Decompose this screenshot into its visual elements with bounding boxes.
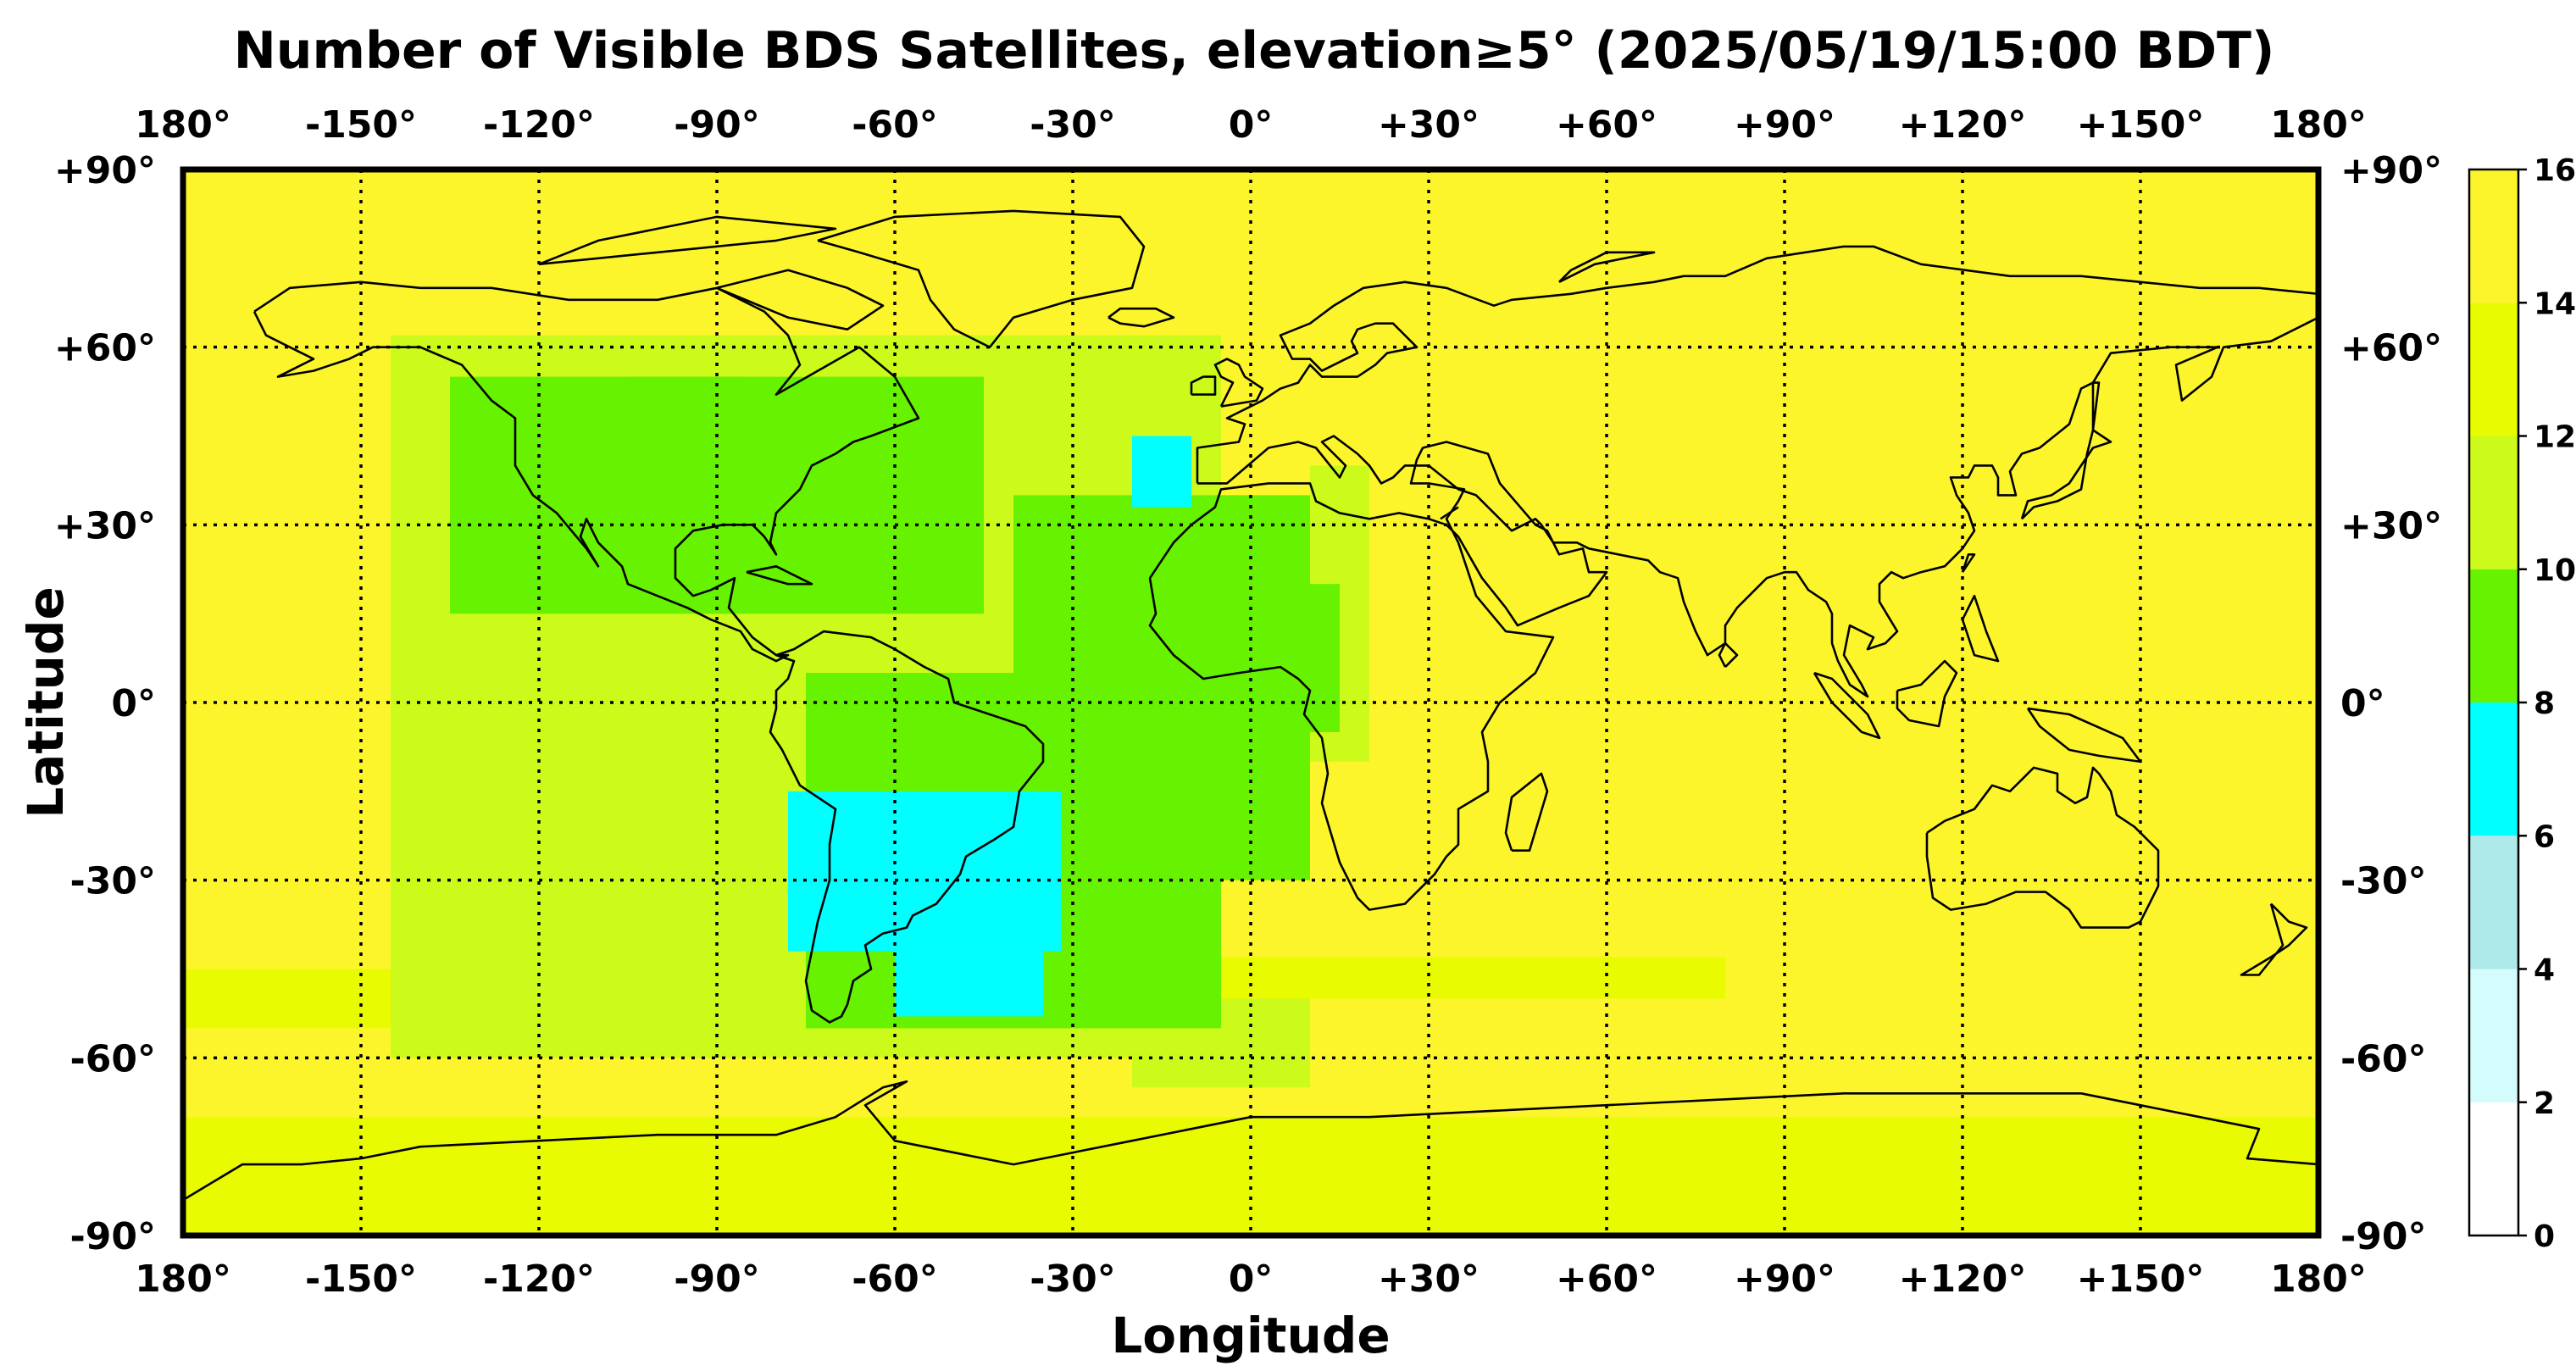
x-tick-labels-top: 180° -150° -120° -90° -60° -30° 0° +30° +60° +90°… [135, 103, 2367, 147]
coastline-south-america [769, 630, 1045, 1024]
colorbar-tick-label: 4 [2534, 953, 2555, 988]
x-tick-label-bottom: -120° [483, 1258, 595, 1301]
x-tick-label-bottom: -30° [1030, 1258, 1116, 1301]
heatmap-region-13 [1132, 436, 1191, 508]
colorbar-tick-label: 10 [2534, 553, 2576, 588]
y-tick-label-left: +90° [54, 149, 156, 192]
y-tick-label-right: 0° [2340, 682, 2385, 725]
x-tick-label-bottom: -60° [852, 1258, 938, 1301]
coastline-philippines [1961, 594, 2000, 663]
x-tick-label-top: +150° [2077, 103, 2205, 147]
x-tick-label-bottom: +60° [1556, 1258, 1657, 1301]
x-tick-label-top: +30° [1378, 103, 1480, 147]
chart-title: Number of Visible BDS Satellites, elevat… [234, 21, 2275, 81]
coastline-uk [1213, 358, 1264, 408]
coastline-arabia-link [1440, 506, 1459, 520]
colorbar-bin-7 [2469, 169, 2518, 303]
coastline-madagascar [1504, 772, 1549, 852]
x-tick-label-top: -120° [483, 103, 595, 147]
y-tick-label-left: 0° [111, 682, 156, 725]
colorbar-bin-3 [2469, 702, 2518, 836]
x-tick-label-top: +90° [1734, 103, 1835, 147]
heatmap-region-5 [1162, 957, 1725, 999]
x-tick-label-bottom: 180° [2270, 1258, 2367, 1301]
coastline-eurasia [1196, 245, 2318, 698]
y-tick-label-left: -60° [70, 1037, 157, 1080]
coastline-ireland [1190, 375, 1217, 396]
coastline-taiwan [1961, 553, 1976, 573]
coastline-novaya-zemlya [1558, 251, 1656, 283]
x-tick-label-bottom: +30° [1378, 1258, 1480, 1301]
heatmap-region-12 [895, 951, 1043, 1017]
coastline-japan [2020, 429, 2112, 520]
colorbar-bin-1 [2469, 969, 2518, 1102]
x-tick-label-bottom: -90° [674, 1258, 760, 1301]
y-tick-label-right: +90° [2340, 149, 2442, 192]
colorbar-tick-label: 6 [2534, 819, 2555, 854]
colorbar-tick-label: 16 [2534, 153, 2576, 188]
colorbar: 0 2 4 6 8 10 12 14 16 [2468, 153, 2576, 1254]
y-tick-label-right: -60° [2340, 1037, 2427, 1080]
x-tick-label-top: 180° [2270, 103, 2367, 147]
x-tick-label-bottom: -150° [305, 1258, 417, 1301]
x-tick-label-bottom: +90° [1734, 1258, 1835, 1301]
y-tick-label-right: -90° [2340, 1215, 2427, 1258]
y-tick-label-left: -90° [70, 1215, 157, 1258]
colorbar-bin-4 [2469, 569, 2518, 702]
colorbar-tick-label: 0 [2534, 1219, 2555, 1254]
coastline-australia [1925, 766, 2160, 929]
coastline-north-america [253, 280, 920, 663]
y-tick-label-left: +30° [54, 504, 156, 547]
y-axis-label: Latitude [17, 586, 75, 819]
x-tick-label-top: -30° [1030, 103, 1116, 147]
colorbar-bin-5 [2469, 436, 2518, 569]
coastline-arctic-islands [538, 215, 837, 266]
y-tick-labels-left: +90° +60° +30° 0° -30° -60° -90° [54, 149, 156, 1258]
coastline-africa-eurasia [1148, 441, 1608, 911]
coastline-sakhalin [2091, 381, 2101, 430]
y-tick-label-right: +30° [2340, 504, 2442, 547]
y-tick-label-left: -30° [70, 860, 157, 903]
x-tick-label-top: -90° [674, 103, 760, 147]
colorbar-tick-label: 2 [2534, 1086, 2555, 1121]
colorbar-bin-2 [2469, 836, 2518, 969]
y-tick-labels-right: +90° +60° +30° 0° -30° -60° -90° [2340, 149, 2442, 1258]
colorbar-tick-label: 12 [2534, 420, 2576, 455]
x-tick-label-bottom: +150° [2077, 1258, 2205, 1301]
colorbar-bin-0 [2469, 1102, 2518, 1236]
coastline-new-guinea [2026, 707, 2142, 764]
colorbar-bin-6 [2469, 303, 2518, 436]
x-tick-label-top: -150° [305, 103, 417, 147]
coastline-borneo [1896, 659, 1958, 728]
y-tick-label-right: -30° [2340, 860, 2427, 903]
x-tick-label-bottom: 0° [1229, 1258, 1274, 1301]
map-frame [180, 166, 2322, 1239]
coastline-baffin [716, 269, 885, 331]
coastline-cuba [746, 564, 813, 586]
x-tick-label-bottom: +120° [1899, 1258, 2027, 1301]
coastline-iceland [1108, 307, 1175, 328]
x-tick-label-top: 180° [135, 103, 231, 147]
x-tick-labels-bottom: 180° -150° -120° -90° -60° -30° 0° +30° +60° +90°… [135, 1258, 2367, 1301]
y-tick-label-right: +60° [2340, 327, 2442, 370]
coastline-greenland [817, 209, 1146, 349]
x-tick-label-top: +120° [1899, 103, 2027, 147]
coastline-sri-lanka [1718, 641, 1739, 669]
x-axis-label: Longitude [1111, 1307, 1390, 1364]
coastline-new-zealand [2240, 902, 2308, 976]
heatmap-region-7 [628, 376, 984, 614]
y-tick-label-left: +60° [54, 327, 156, 370]
x-tick-label-top: -60° [852, 103, 938, 147]
x-tick-label-top: +60° [1556, 103, 1657, 147]
x-tick-label-bottom: 180° [135, 1258, 231, 1301]
x-tick-label-top: 0° [1229, 103, 1274, 147]
colorbar-tick-label: 8 [2534, 686, 2555, 721]
coastlines [183, 209, 2318, 1202]
colorbar-tick-label: 14 [2534, 286, 2576, 321]
